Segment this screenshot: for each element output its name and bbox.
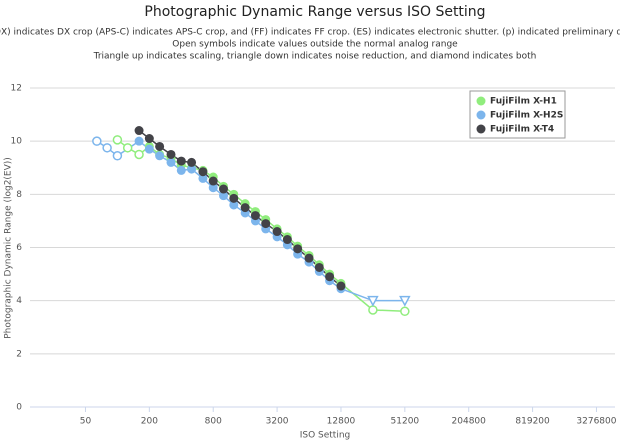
- y-axis-title: Photographic Dynamic Range (log2(EV)): [4, 157, 14, 339]
- legend-label: FujiFilm X-T4: [490, 125, 554, 135]
- legend-box: [469, 90, 566, 139]
- y-tick-label: 8: [16, 190, 22, 200]
- legend-marker: [476, 124, 486, 134]
- data-point: [166, 157, 176, 167]
- data-point: [272, 227, 282, 237]
- data-point: [134, 126, 144, 136]
- data-point: [314, 262, 324, 272]
- data-point: [304, 253, 314, 263]
- legend-label: FujiFilm X-H1: [490, 97, 557, 107]
- data-point: [367, 295, 379, 307]
- chart-subtitle: (DX) indicates DX crop (APS-C) indicates…: [0, 28, 620, 38]
- data-point: [176, 156, 186, 166]
- data-point: [293, 244, 303, 254]
- y-tick-label: 0: [16, 403, 22, 413]
- y-tick-label: 12: [11, 84, 22, 94]
- x-tick-label: 800: [205, 417, 222, 427]
- data-point: [134, 136, 144, 146]
- y-tick-label: 10: [11, 137, 23, 147]
- data-point: [261, 219, 271, 229]
- data-point: [112, 135, 123, 145]
- data-point: [166, 149, 176, 159]
- data-point: [368, 305, 378, 315]
- data-point: [336, 281, 346, 291]
- data-point: [219, 184, 229, 194]
- y-tick-label: 6: [16, 243, 22, 253]
- data-point: [187, 157, 197, 167]
- data-point: [250, 211, 260, 221]
- data-point: [155, 151, 165, 161]
- data-point: [92, 136, 102, 146]
- data-point: [208, 176, 218, 186]
- chart-subtitle: Open symbols indicate values outside the…: [172, 40, 458, 50]
- data-point: [144, 134, 154, 144]
- x-tick-label: 819200: [515, 417, 550, 427]
- x-tick-label: 50: [80, 417, 92, 427]
- x-tick-label: 200: [141, 417, 158, 427]
- legend-marker: [476, 96, 486, 106]
- x-tick-label: 3200: [266, 417, 289, 427]
- data-point: [102, 143, 112, 153]
- data-point: [400, 306, 410, 317]
- data-point: [122, 143, 133, 153]
- data-point: [112, 151, 123, 161]
- y-tick-label: 2: [16, 349, 22, 359]
- x-tick-label: 3276800: [576, 417, 616, 427]
- data-point: [144, 144, 154, 154]
- data-point: [155, 141, 165, 151]
- series-line: [96, 140, 405, 302]
- data-point: [134, 149, 144, 160]
- x-tick-label: 12800: [327, 417, 356, 427]
- data-point: [176, 165, 186, 175]
- chart-subtitle: Triangle up indicates scaling, triangle …: [93, 52, 537, 62]
- legend-label: FujiFilm X-H2S: [490, 111, 563, 121]
- data-point: [399, 295, 411, 307]
- chart-title: Photographic Dynamic Range versus ISO Se…: [144, 4, 485, 20]
- data-point: [282, 235, 292, 245]
- data-point: [229, 193, 239, 203]
- x-tick-label: 51200: [391, 417, 420, 427]
- data-point: [198, 167, 208, 177]
- data-point: [240, 203, 250, 213]
- x-tick-label: 204800: [452, 417, 487, 427]
- y-tick-label: 4: [16, 296, 22, 306]
- x-axis-title: ISO Setting: [300, 431, 351, 441]
- data-point: [325, 272, 335, 282]
- legend-marker: [476, 110, 486, 120]
